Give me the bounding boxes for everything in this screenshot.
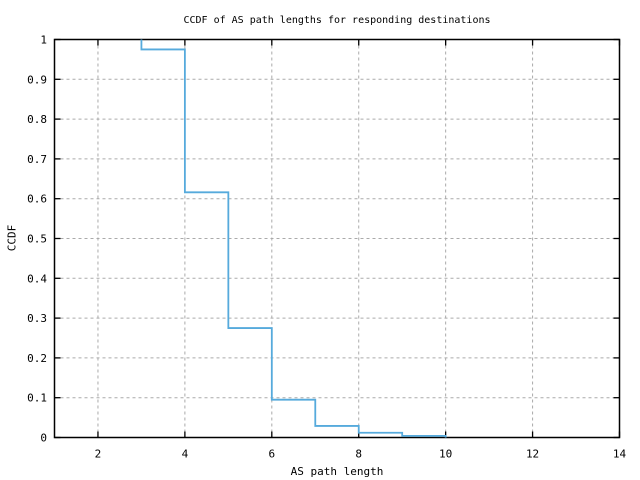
- plot-border: [53, 38, 621, 439]
- x-tick-label: 10: [439, 448, 452, 461]
- y-tick-label: 0.8: [27, 113, 47, 126]
- y-tick-label: 0.2: [27, 352, 47, 365]
- x-tick-label: 8: [355, 448, 362, 461]
- y-tick-label: 0.9: [27, 73, 47, 86]
- x-axis-label: AS path length: [290, 465, 384, 478]
- chart-title: CCDF of AS path lengths for responding d…: [183, 15, 491, 26]
- x-tick-label: 14: [613, 448, 627, 461]
- x-tick-label: 4: [182, 448, 189, 461]
- x-tick-label: 2: [95, 448, 102, 461]
- y-tick-label: 0.4: [27, 272, 47, 285]
- y-tick-label: 0.6: [27, 193, 47, 206]
- y-tick-label: 0.7: [27, 153, 47, 166]
- y-tick-label: 0: [40, 432, 47, 445]
- ccdf-step-curve: [140, 39, 447, 438]
- y-tick-label: 0.5: [27, 233, 47, 246]
- x-tick-label: 6: [268, 448, 275, 461]
- y-tick-label: 1: [40, 34, 47, 47]
- x-tick-label: 12: [526, 448, 539, 461]
- y-tick-label: 0.1: [27, 392, 47, 405]
- y-tick-label: 0.3: [27, 312, 47, 325]
